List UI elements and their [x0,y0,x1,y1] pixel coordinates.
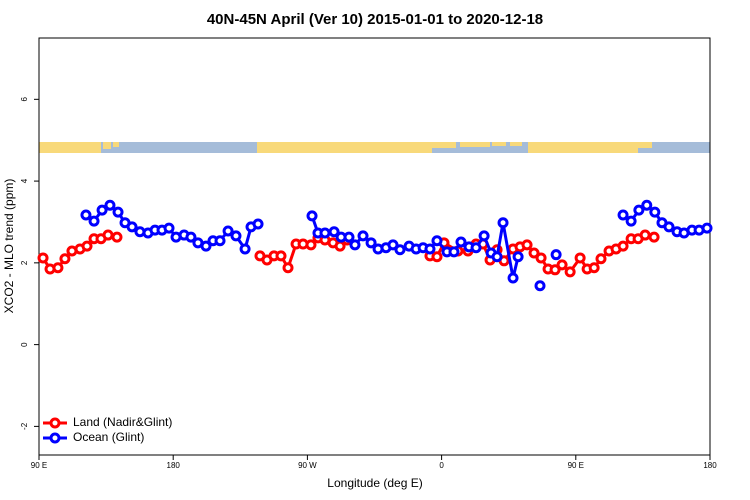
legend-label: Land (Nadir&Glint) [73,415,172,429]
data-point [491,251,503,263]
data-point [102,229,114,241]
data-point [111,231,123,243]
data-point [104,199,116,211]
data-point [512,251,524,263]
data-point [96,204,108,216]
x-axis-label: Longitude (deg E) [327,476,422,490]
y-tick-label: 2 [20,260,29,265]
y-axis-label: XCO2 - MLO trend (ppm) [2,179,16,314]
data-point [641,199,653,211]
legend-label: Ocean (Glint) [73,430,144,444]
data-point [470,242,482,254]
x-tick-label: 0 [439,461,444,470]
data-point [230,230,242,242]
data-point [639,229,651,241]
data-point [507,272,519,284]
data-point [588,262,600,274]
data-point [535,252,547,264]
data-point [214,235,226,247]
data-point [528,247,540,259]
chart-title: 40N-45N April (Ver 10) 2015-01-01 to 202… [207,11,543,28]
plot-frame [38,37,711,456]
data-point [617,240,629,252]
data-point [343,231,355,243]
data-point [200,240,212,252]
legend-marker [49,417,61,429]
data-point [282,262,294,274]
data-point [521,239,533,251]
data-point [305,239,317,251]
x-tick-label: 180 [703,461,717,470]
data-point [550,249,562,261]
data-point [448,246,460,258]
data-point [319,227,331,239]
data-point [252,218,264,230]
data-point [431,251,443,263]
data-point [574,252,586,264]
data-point [648,231,660,243]
data-point [617,209,629,221]
data-point [394,244,406,256]
data-point [424,243,436,255]
x-tick-label: 90 E [31,461,47,470]
data-point [387,239,399,251]
data-point [431,235,443,247]
data-point [222,225,234,237]
data-point [349,239,361,251]
land-mask-strip [39,142,710,153]
y-tick-label: 0 [20,342,29,347]
data-point [275,250,287,262]
data-point [52,262,64,274]
data-point [663,221,675,233]
data-point [564,266,576,278]
data-point [701,222,713,234]
y-tick-label: 4 [20,178,29,183]
data-point [549,264,561,276]
data-point [112,206,124,218]
data-point [595,253,607,265]
data-point [163,222,175,234]
data-point [37,252,49,264]
data-point [306,210,318,222]
legend-marker [49,432,61,444]
data-point [126,221,138,233]
x-tick-label: 90 E [568,461,584,470]
x-tick-label: 90 W [298,461,317,470]
data-point [625,215,637,227]
data-point [239,243,251,255]
data-point [59,253,71,265]
data-point [534,280,546,292]
data-point [478,230,490,242]
y-tick-label: -2 [20,422,29,430]
data-point [633,204,645,216]
data-point [365,237,377,249]
data-point [649,206,661,218]
data-point [185,231,197,243]
data-point [328,226,340,238]
data-point [80,209,92,221]
data-point [497,217,509,229]
y-tick-label: 6 [20,97,29,102]
data-point [556,259,568,271]
data-point [455,236,467,248]
x-tick-label: 180 [167,461,181,470]
data-point [88,215,100,227]
data-point [81,240,93,252]
data-point [357,230,369,242]
